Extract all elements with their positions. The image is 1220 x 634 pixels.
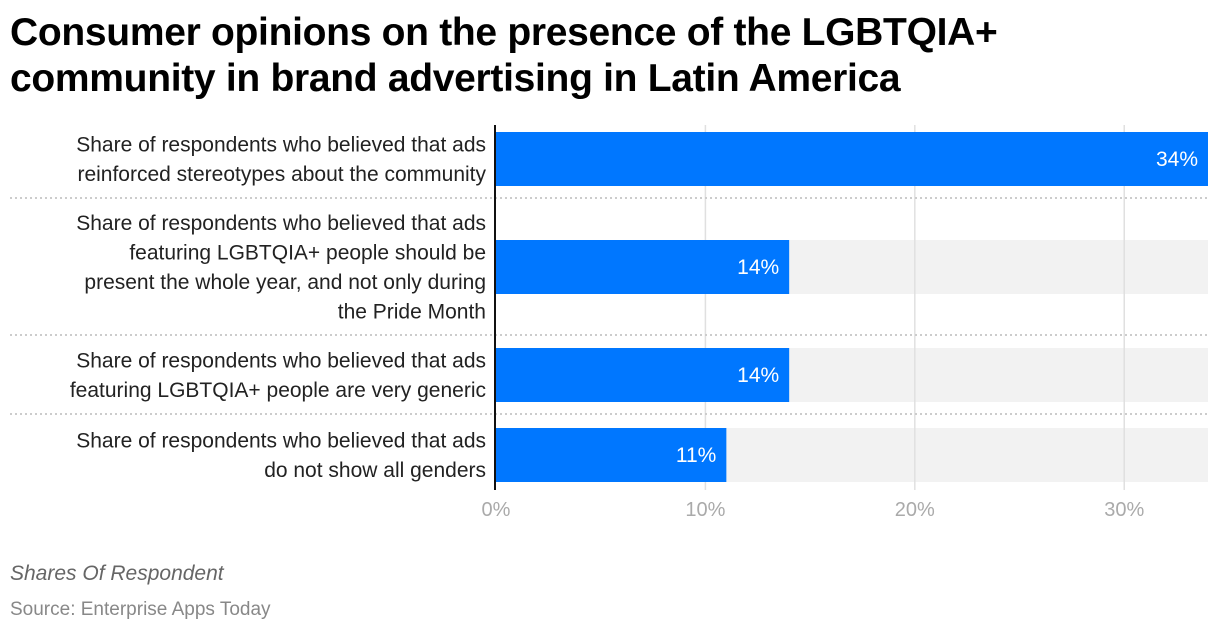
- x-tick-label: 20%: [895, 499, 935, 521]
- bar: [496, 348, 790, 402]
- bar-value-label: 11%: [676, 444, 716, 467]
- category-label: present the whole year, and not only dur…: [84, 271, 486, 294]
- x-tick-label: 0%: [482, 499, 511, 521]
- x-tick-label: 30%: [1104, 499, 1144, 521]
- bar-value-label: 14%: [737, 364, 779, 387]
- x-tick-label: 10%: [685, 499, 725, 521]
- category-label: featuring LGBTQIA+ people are very gener…: [70, 379, 486, 402]
- category-label: Share of respondents who believed that a…: [76, 212, 486, 235]
- category-label: Share of respondents who believed that a…: [76, 349, 486, 372]
- category-label: Share of respondents who believed that a…: [76, 429, 486, 452]
- chart-subtitle: Shares Of Respondent: [10, 562, 224, 585]
- category-label: reinforced stereotypes about the communi…: [77, 163, 486, 186]
- bar-value-label: 14%: [737, 256, 779, 279]
- category-label: featuring LGBTQIA+ people should be: [129, 241, 486, 264]
- chart-title: Consumer opinions on the presence of the…: [10, 11, 998, 100]
- chart-source: Source: Enterprise Apps Today: [10, 599, 271, 620]
- category-label: do not show all genders: [264, 459, 486, 482]
- category-label: Share of respondents who believed that a…: [76, 133, 486, 156]
- bar: [496, 428, 727, 482]
- category-label: the Pride Month: [338, 300, 486, 323]
- bar: [496, 240, 790, 294]
- bar: [496, 132, 1208, 186]
- bar-value-label: 34%: [1156, 148, 1198, 171]
